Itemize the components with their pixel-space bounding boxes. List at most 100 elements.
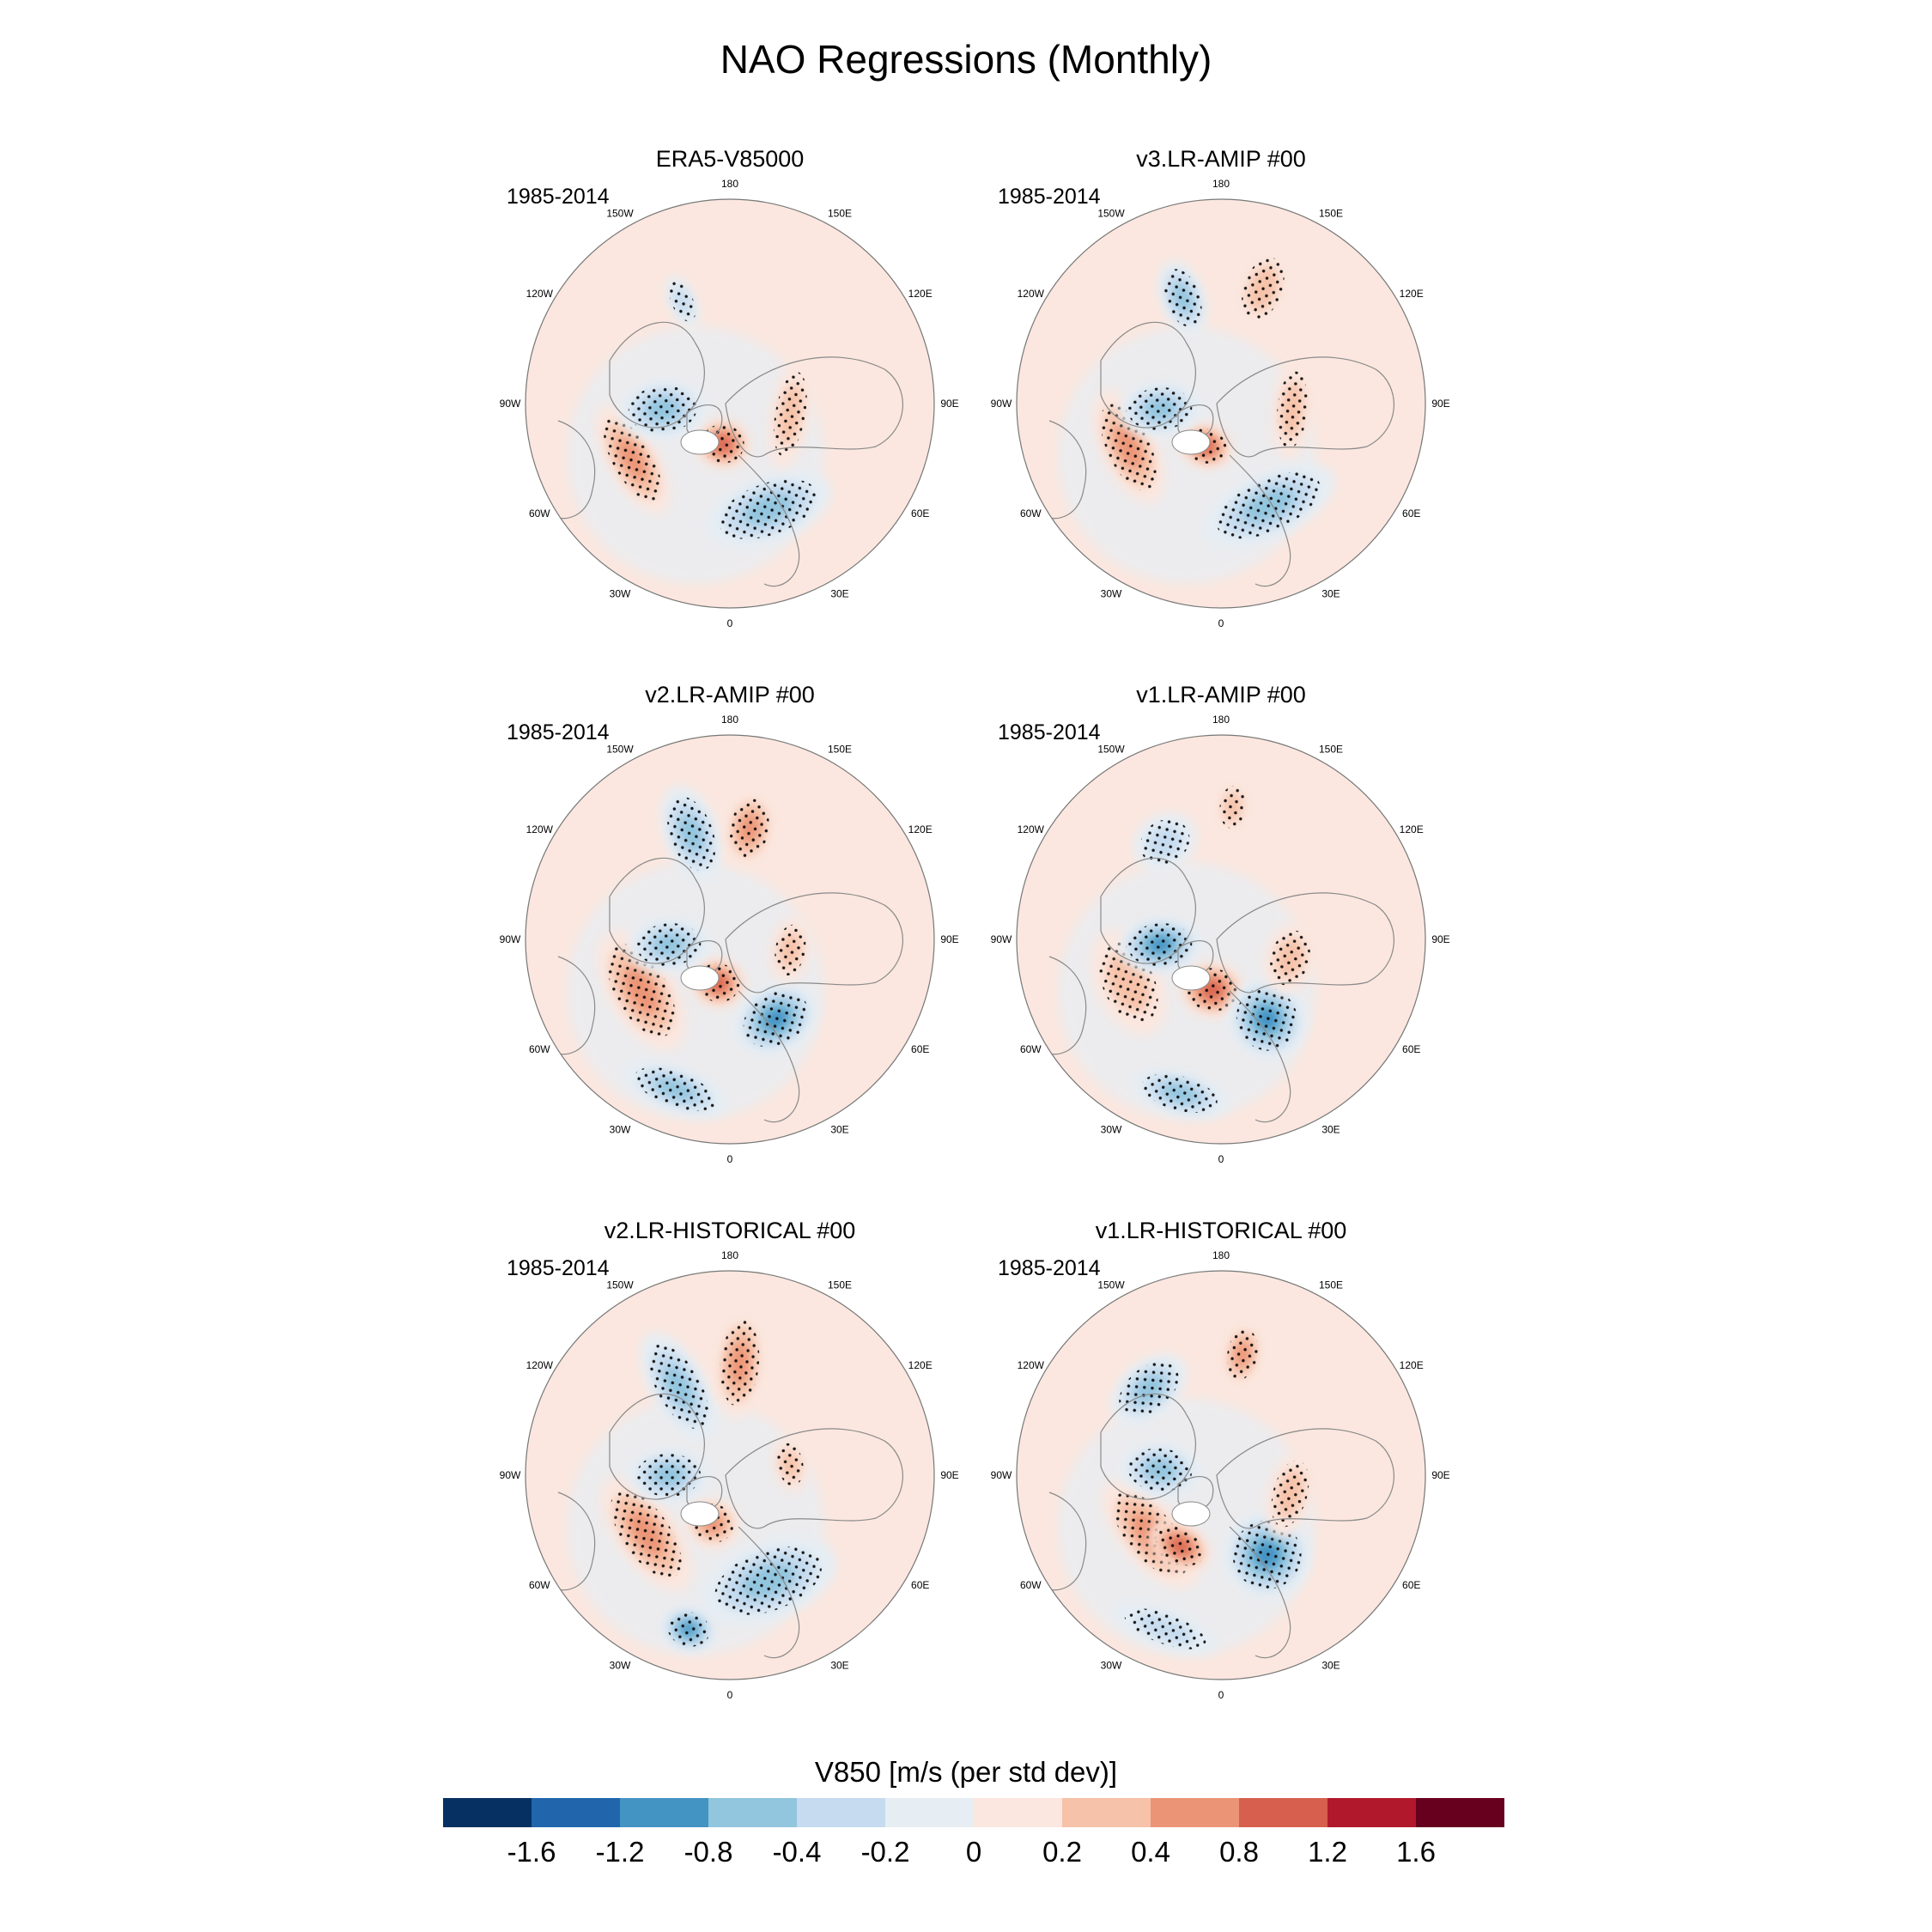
coastline (1229, 990, 1291, 1123)
longitude-label: 30E (1321, 1124, 1340, 1136)
longitude-label: 120W (1018, 1359, 1045, 1371)
positive-anomaly (1222, 1321, 1262, 1388)
positive-anomaly (1266, 1450, 1315, 1537)
significance-stippling (667, 796, 716, 872)
polar-map: 180 150E 120E 90E 60E 30E 0 30W 60W 90W 120W 150W (991, 1249, 1450, 1701)
longitude-label: 150E (1319, 207, 1343, 219)
longitude-label: 60E (1402, 507, 1420, 519)
panel-period: 1985-2014 (507, 1256, 610, 1280)
longitude-label: 60W (1020, 1043, 1042, 1055)
significance-stippling (667, 1611, 710, 1647)
coastline (1229, 454, 1291, 587)
significance-stippling (1270, 930, 1310, 986)
coastline (1100, 857, 1196, 964)
colorbar-tick-label: 0.2 (1042, 1836, 1082, 1868)
colorbar-tick-label: 0.4 (1131, 1836, 1170, 1868)
significance-stippling (1242, 257, 1285, 319)
longitude-label: 90E (1431, 398, 1449, 410)
negative-anomaly (1227, 978, 1307, 1060)
longitude-label: 120W (526, 288, 554, 300)
longitude-label: 60W (529, 1043, 550, 1055)
longitude-label: 150E (828, 207, 852, 219)
colorbar-tick-label: -1.2 (595, 1836, 645, 1868)
longitude-label: 30W (1101, 1124, 1122, 1136)
longitude-label: 90W (500, 398, 521, 410)
longitude-label: 30W (1101, 1660, 1122, 1672)
positive-anomaly (714, 1308, 765, 1419)
significance-stippling (1127, 387, 1193, 431)
coastline (549, 1492, 596, 1591)
colorbar-segment (1416, 1798, 1504, 1827)
positive-anomaly (724, 790, 775, 867)
longitude-label: 90W (991, 933, 1012, 945)
negative-anomaly (627, 916, 710, 973)
colorbar-segment (1327, 1798, 1416, 1827)
significance-stippling (1217, 472, 1321, 539)
map-panel-era5: ERA5-V85000 1985-2014 180 150E 120E 90E 60E 3… (500, 146, 959, 629)
coastline (738, 1526, 800, 1659)
positive-anomaly (1273, 360, 1312, 459)
significance-stippling (1139, 819, 1190, 865)
colorbar-segment (708, 1798, 797, 1827)
longitude-label: 150W (606, 207, 634, 219)
map-panel-v1-historical: v1.LR-HISTORICAL #00 1985-2014 180 150E 12… (991, 1218, 1450, 1701)
longitude-label: 180 (721, 714, 738, 726)
coastline (1100, 1393, 1196, 1500)
coastline (609, 321, 705, 428)
significance-stippling (1119, 1361, 1179, 1417)
coastline (1216, 1428, 1394, 1529)
longitude-label: 0 (1218, 1153, 1224, 1165)
panel-title: v3.LR-AMIP #00 (1136, 146, 1306, 172)
significance-stippling (1156, 1526, 1205, 1566)
colorbar-tick-label: -0.4 (772, 1836, 822, 1868)
map-border (525, 734, 935, 1145)
negative-anomaly (661, 1607, 716, 1652)
negative-anomaly (1131, 1068, 1229, 1119)
significance-stippling (775, 924, 806, 976)
significance-stippling (714, 1546, 822, 1615)
longitude-label: 0 (1218, 1689, 1224, 1701)
coastline (1040, 420, 1087, 519)
negative-anomaly (1118, 380, 1201, 437)
longitude-label: 150E (828, 1279, 852, 1291)
longitude-label: 60W (529, 1579, 550, 1591)
colorbar-title: V850 [m/s (per std dev)] (814, 1756, 1118, 1788)
coastline (738, 454, 800, 587)
coastline (725, 892, 903, 993)
longitude-label: 150E (828, 743, 852, 755)
negative-anomaly (623, 1060, 728, 1118)
significance-stippling (648, 1344, 709, 1430)
longitude-label: 90E (1431, 1469, 1449, 1481)
coastline (549, 420, 596, 519)
panel-period: 1985-2014 (507, 185, 610, 209)
longitude-label: 120W (1018, 823, 1045, 835)
longitude-label: 180 (1212, 178, 1230, 190)
longitude-label: 150E (1319, 743, 1343, 755)
significance-stippling (1127, 1448, 1193, 1492)
longitude-label: 150W (1097, 1279, 1125, 1291)
longitude-label: 120E (1400, 1359, 1424, 1371)
significance-stippling (719, 479, 818, 539)
map-panel-v1-amip: v1.LR-AMIP #00 1985-2014 180 150E 120E 90E 6… (991, 682, 1450, 1165)
longitude-label: 60E (911, 507, 929, 519)
significance-stippling (1163, 269, 1202, 327)
longitude-label: 90W (500, 1469, 521, 1481)
colorbar-tick-label: 1.2 (1308, 1836, 1347, 1868)
longitude-label: 30W (610, 588, 631, 600)
longitude-label: 120W (526, 1359, 554, 1371)
map-border (1016, 734, 1426, 1145)
negative-anomaly (1118, 916, 1201, 973)
negative-anomaly (734, 982, 818, 1055)
coastline (1216, 356, 1394, 458)
longitude-label: 90W (991, 1469, 1012, 1481)
polar-map: 180 150E 120E 90E 60E 30E 0 30W 60W 90W 120W 150W (500, 714, 959, 1165)
longitude-label: 0 (727, 1689, 733, 1701)
longitude-label: 90E (1431, 933, 1449, 945)
significance-stippling (1226, 1328, 1258, 1381)
colorbar-segment (1151, 1798, 1239, 1827)
polar-map: 180 150E 120E 90E 60E 30E 0 30W 60W 90W 120W 150W (500, 1249, 959, 1701)
positive-anomaly (690, 957, 746, 1008)
significance-stippling (1219, 785, 1246, 829)
colorbar-tick-label: 1.6 (1396, 1836, 1436, 1868)
colorbar-tick-label: -0.2 (860, 1836, 910, 1868)
